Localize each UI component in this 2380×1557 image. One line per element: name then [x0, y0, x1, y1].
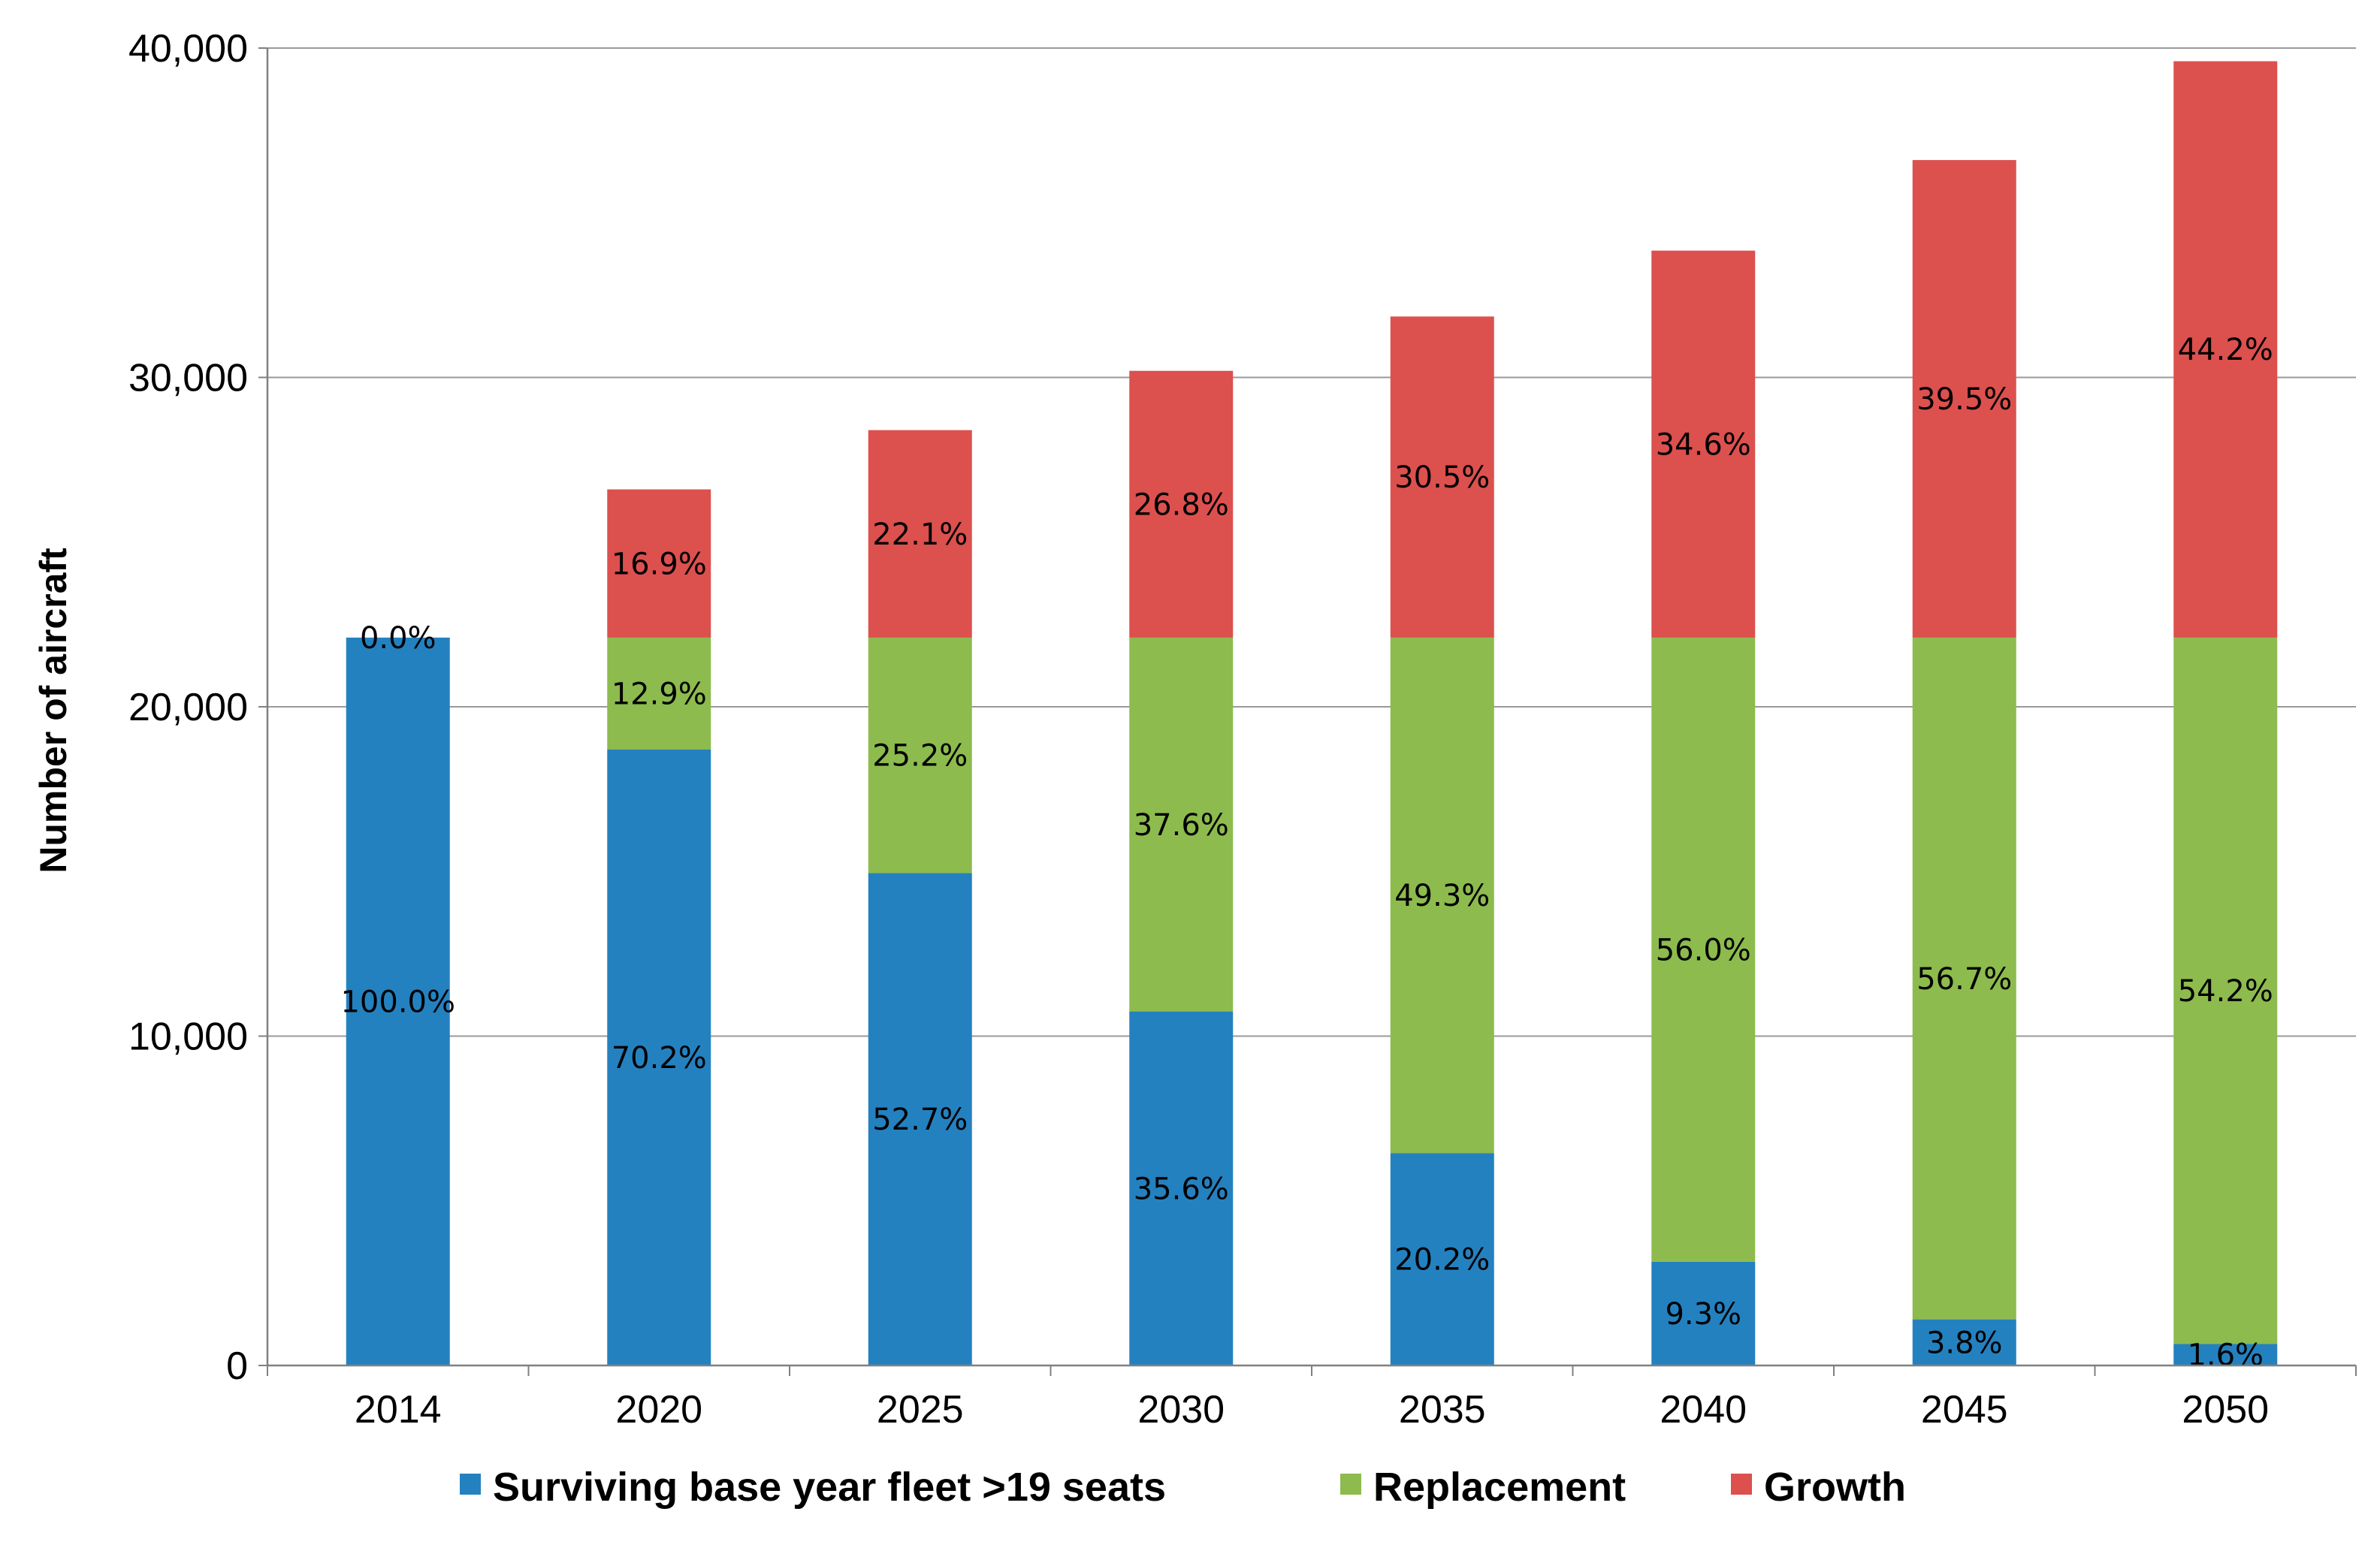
- data-label: 52.7%: [872, 1103, 968, 1137]
- y-tick-label: 0: [226, 1344, 248, 1388]
- data-label: 49.3%: [1394, 879, 1490, 913]
- bar-segment: [607, 637, 711, 750]
- data-label: 34.6%: [1656, 427, 1751, 462]
- data-label: 0.0%: [360, 621, 436, 656]
- bar-segment: [1129, 1011, 1234, 1365]
- bar-segment: [1912, 1319, 2016, 1365]
- data-label: 26.8%: [1134, 487, 1229, 522]
- data-label: 37.6%: [1134, 808, 1229, 843]
- data-label: 25.2%: [872, 739, 968, 774]
- bars: [346, 61, 2278, 1365]
- bar-segment: [607, 489, 711, 638]
- data-label: 56.7%: [1916, 962, 2012, 997]
- bar-segment: [1651, 250, 1756, 638]
- y-tick-label: 30,000: [128, 357, 248, 400]
- x-tick-label: 2035: [1399, 1388, 1486, 1432]
- bar-segment: [1651, 1261, 1756, 1365]
- data-label: 39.5%: [1916, 382, 2012, 417]
- legend-swatch: [1340, 1474, 1361, 1495]
- data-label: 100.0%: [340, 985, 455, 1019]
- data-label: 35.6%: [1134, 1172, 1229, 1206]
- x-tick-label: 2050: [2182, 1388, 2269, 1432]
- y-tick-label: 10,000: [128, 1015, 248, 1059]
- bar-segment: [346, 637, 450, 1365]
- bar-segment: [2173, 1344, 2278, 1365]
- bar-segment: [2173, 61, 2278, 638]
- bar-segment: [868, 873, 972, 1365]
- data-label: 44.2%: [2178, 333, 2273, 367]
- data-label: 20.2%: [1394, 1243, 1490, 1278]
- data-label: 70.2%: [612, 1041, 707, 1076]
- data-label: 9.3%: [1665, 1297, 1741, 1332]
- data-label: 56.0%: [1656, 933, 1751, 967]
- bar-segment: [1390, 637, 1494, 1154]
- bar-segment: [1390, 1153, 1494, 1365]
- y-tick-label: 20,000: [128, 686, 248, 729]
- legend: Surviving base year fleet >19 seats Repla…: [460, 1465, 1906, 1510]
- bar-segment: [1390, 316, 1494, 638]
- data-label: 54.2%: [2178, 974, 2273, 1009]
- y-tick-label: 40,000: [128, 27, 248, 71]
- data-labels: 100.0% 0.0% 70.2% 12.9% 16.9% 52.7% 25.2% 22.1%…: [340, 333, 2273, 1373]
- bar-segment: [868, 637, 972, 874]
- bar-segment: [2173, 637, 2278, 1344]
- x-tick-label: 2020: [615, 1388, 702, 1432]
- legend-label: Growth: [1764, 1465, 1906, 1510]
- bar-segment: [1651, 637, 1756, 1262]
- data-label: 3.8%: [1926, 1326, 2003, 1360]
- legend-label: Surviving base year fleet >19 seats: [493, 1465, 1166, 1510]
- bar-segment: [1912, 637, 2016, 1320]
- data-label: 1.6%: [2187, 1338, 2264, 1373]
- gridlines: [267, 47, 2356, 1037]
- bar-segment: [1129, 637, 1234, 1012]
- legend-label: Replacement: [1373, 1465, 1626, 1510]
- y-axis-title: Number of aircraft: [32, 548, 74, 874]
- axes: 0 10,000 20,000 30,000 40,000 2014 2020 2025 203…: [128, 27, 2357, 1432]
- bar-segment: [607, 750, 711, 1365]
- legend-swatch: [460, 1474, 481, 1495]
- x-tick-label: 2014: [355, 1388, 442, 1432]
- x-tick-label: 2040: [1660, 1388, 1747, 1432]
- bar-segment: [1129, 370, 1234, 638]
- x-tick-label: 2045: [1921, 1388, 2008, 1432]
- bar-segment: [1912, 160, 2016, 638]
- x-tick-label: 2025: [877, 1388, 964, 1432]
- legend-swatch: [1731, 1474, 1752, 1495]
- data-label: 22.1%: [872, 517, 968, 552]
- data-label: 16.9%: [612, 547, 707, 581]
- bar-segment: [868, 430, 972, 638]
- data-label: 12.9%: [612, 677, 707, 711]
- x-tick-label: 2030: [1137, 1388, 1225, 1432]
- data-label: 30.5%: [1394, 460, 1490, 495]
